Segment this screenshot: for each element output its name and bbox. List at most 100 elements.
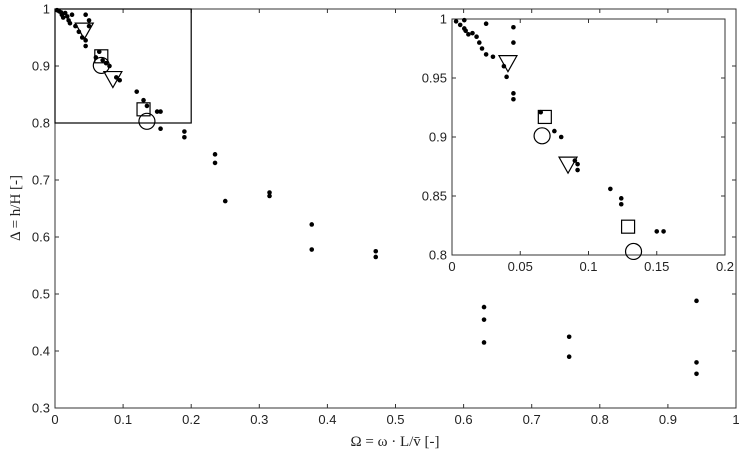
main-dot-point [309,247,315,252]
inset-axes-frame [451,18,726,256]
main-square-marker [94,49,109,64]
main-dot-point [144,103,150,109]
main-dot-point [86,18,92,23]
main-x-tick-label: 0.9 [659,412,677,427]
inset-circle-marker [624,242,643,261]
inset-triangle-marker [497,55,518,73]
main-y-tick-label: 0.5 [32,287,50,302]
inset-dot-point [558,134,564,140]
main-dot-point [96,49,102,55]
main-x-tick-label: 0.2 [182,412,200,427]
inset-x-tick-label: 0.15 [644,259,669,274]
inset-dot-point [453,19,459,24]
main-dot-point [117,77,122,83]
main-dot-point [60,15,66,20]
inset-dot-point [483,52,489,57]
main-y-tick-label: 0.7 [32,173,50,188]
main-triangle-marker [74,22,95,41]
main-x-tick-label: 0.5 [386,412,404,427]
main-dot-point [64,14,70,19]
main-square-marker [136,102,151,117]
inset-x-tick-label: 0 [448,259,455,274]
main-dot-point [83,12,88,17]
inset-dot-point [511,96,516,102]
inset-dot-point [575,161,580,167]
main-y-tick-label: 1 [43,2,50,17]
main-dot-point [212,160,218,166]
main-x-tick-label: 0.4 [318,412,336,427]
main-dot-point [67,20,73,26]
inset-x-ticks: 0 0.05 0.1 0.15 0.2 [448,19,734,274]
inset-square-marker [620,219,636,234]
main-data-points [54,7,699,377]
inset-dot-point [608,186,613,192]
x-axis-title: Ω = ω · L/v̄ [-] [350,434,439,450]
inset-dot-point [618,201,624,207]
inset-circle-marker [533,127,551,145]
main-x-tick-label: 0.8 [591,412,609,427]
main-x-tick-label: 0 [51,412,58,427]
main-circle-marker [92,56,110,75]
inset-dot-point [474,34,479,39]
inset-dot-point [463,28,468,34]
main-dot-point [212,152,218,157]
main-dot-point [481,317,487,322]
main-y-tick-label: 0.8 [32,116,50,131]
inset-data-points [453,17,666,261]
inset-dot-point [461,17,467,23]
inset-dot-point [457,22,463,28]
inset-dot-point [470,30,475,36]
main-dot-point [154,109,160,114]
inset-dot-point [483,21,489,27]
main-x-tick-label: 0.3 [250,412,268,427]
main-y-ticks: 0.3 0.4 0.5 0.6 0.7 0.8 0.9 1 [32,2,736,416]
main-dot-point [62,10,68,16]
inset-x-tick-label: 0.2 [716,259,734,274]
inset-dot-point [504,74,509,80]
main-dot-point [481,340,487,345]
inset-dot-point [511,91,516,96]
y-axis-title: Δ = h/H [-] [8,175,24,241]
main-dot-point [267,190,272,195]
main-dot-point [182,129,187,134]
zoom-region-box [54,8,192,124]
main-x-tick-label: 0.1 [114,412,132,427]
main-circle-marker [138,112,156,130]
main-dot-point [566,354,572,360]
main-dot-point [158,109,163,114]
main-dot-point [694,298,699,304]
main-y-tick-label: 0.3 [32,401,50,416]
inset-dot-point [511,40,516,45]
main-dot-point [694,360,699,365]
inset-y-ticks: 0.8 0.85 0.9 0.95 1 [422,12,725,263]
inset-dot-point [490,54,496,60]
main-y-tick-label: 0.4 [32,344,50,359]
inset-dot-point [575,167,580,173]
inset-y-tick-label: 0.8 [429,248,447,263]
main-dot-point [222,198,228,204]
inset-x-tick-label: 0.05 [508,259,533,274]
main-y-tick-label: 0.6 [32,230,50,245]
inset-y-tick-label: 0.9 [429,130,447,145]
inset-x-tick-label: 0.1 [579,259,597,274]
inset-dot-point [477,40,482,45]
inset-dot-point [618,196,624,201]
main-dot-point [158,126,163,131]
main-dot-point [83,43,88,49]
main-triangle-marker [102,70,123,89]
main-dot-point [694,371,699,377]
inset-dot-point [661,229,666,234]
main-dot-point [566,334,572,340]
inset-y-tick-label: 1 [440,12,447,27]
inset-y-tick-label: 0.85 [422,189,447,204]
inset-dot-point [654,229,660,234]
inset-triangle-marker [557,156,579,175]
main-dot-point [69,12,75,17]
main-dot-point [134,89,140,94]
main-dot-point [267,193,272,199]
main-dot-point [100,58,105,63]
inset-dot-point [511,24,516,30]
inset-dot-point [466,32,471,37]
main-x-ticks: 0 0.1 0.2 0.3 0.4 0.5 0.6 0.7 0.8 0.9 1 [51,9,740,427]
